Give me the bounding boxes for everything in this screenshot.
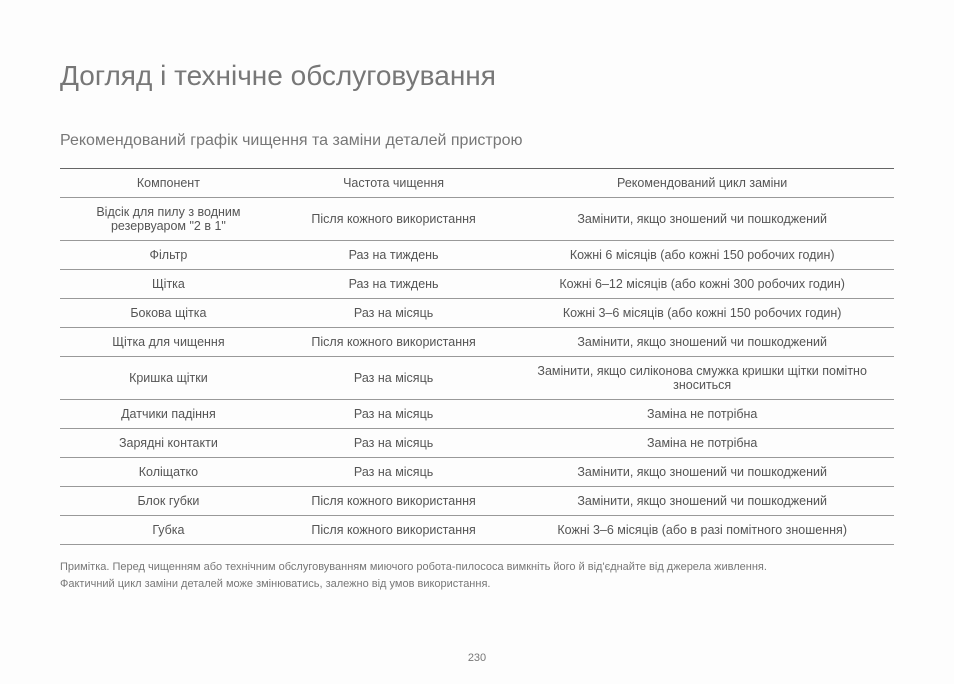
cell-replace: Замінити, якщо зношений чи пошкоджений: [510, 198, 894, 241]
cell-replace: Кожні 6–12 місяців (або кожні 300 робочи…: [510, 270, 894, 299]
table-header-row: Компонент Частота чищення Рекомендований…: [60, 169, 894, 198]
cell-component: Фільтр: [60, 241, 277, 270]
cell-component: Відсік для пилу з водним резервуаром "2 …: [60, 198, 277, 241]
cell-frequency: Після кожного використання: [277, 487, 511, 516]
col-header-frequency: Частота чищення: [277, 169, 511, 198]
cell-frequency: Після кожного використання: [277, 516, 511, 545]
footnote-line: Примітка. Перед чищенням або технічним о…: [60, 559, 894, 576]
cell-component: Щітка: [60, 270, 277, 299]
cell-frequency: Раз на місяць: [277, 357, 511, 400]
cell-frequency: Раз на місяць: [277, 400, 511, 429]
cell-replace: Кожні 3–6 місяців (або в разі помітного …: [510, 516, 894, 545]
cell-replace: Кожні 6 місяців (або кожні 150 робочих г…: [510, 241, 894, 270]
cell-replace: Замінити, якщо зношений чи пошкоджений: [510, 458, 894, 487]
footnote: Примітка. Перед чищенням або технічним о…: [60, 559, 894, 592]
table-row: ФільтрРаз на тижденьКожні 6 місяців (або…: [60, 241, 894, 270]
table-body: Відсік для пилу з водним резервуаром "2 …: [60, 198, 894, 545]
cell-component: Коліщатко: [60, 458, 277, 487]
section-subtitle: Рекомендований графік чищення та заміни …: [60, 132, 894, 150]
footnote-line: Фактичний цикл заміни деталей може зміню…: [60, 576, 894, 593]
manual-page: Догляд і технічне обслуговування Рекомен…: [0, 0, 954, 684]
cell-frequency: Раз на місяць: [277, 299, 511, 328]
maintenance-table: Компонент Частота чищення Рекомендований…: [60, 168, 894, 545]
table-row: Датчики падінняРаз на місяцьЗаміна не по…: [60, 400, 894, 429]
cell-component: Кришка щітки: [60, 357, 277, 400]
cell-component: Губка: [60, 516, 277, 545]
cell-frequency: Раз на місяць: [277, 458, 511, 487]
page-number: 230: [0, 652, 954, 664]
table-row: Кришка щіткиРаз на місяцьЗамінити, якщо …: [60, 357, 894, 400]
table-row: Відсік для пилу з водним резервуаром "2 …: [60, 198, 894, 241]
cell-frequency: Після кожного використання: [277, 198, 511, 241]
table-row: ГубкаПісля кожного використанняКожні 3–6…: [60, 516, 894, 545]
cell-component: Датчики падіння: [60, 400, 277, 429]
table-row: ЩіткаРаз на тижденьКожні 6–12 місяців (а…: [60, 270, 894, 299]
cell-component: Щітка для чищення: [60, 328, 277, 357]
cell-replace: Заміна не потрібна: [510, 429, 894, 458]
cell-frequency: Раз на тиждень: [277, 270, 511, 299]
cell-replace: Кожні 3–6 місяців (або кожні 150 робочих…: [510, 299, 894, 328]
cell-replace: Заміна не потрібна: [510, 400, 894, 429]
table-row: Блок губкиПісля кожного використанняЗамі…: [60, 487, 894, 516]
cell-replace: Замінити, якщо силіконова смужка кришки …: [510, 357, 894, 400]
cell-frequency: Раз на тиждень: [277, 241, 511, 270]
cell-replace: Замінити, якщо зношений чи пошкоджений: [510, 328, 894, 357]
col-header-component: Компонент: [60, 169, 277, 198]
cell-component: Зарядні контакти: [60, 429, 277, 458]
table-row: Бокова щіткаРаз на місяцьКожні 3–6 місяц…: [60, 299, 894, 328]
cell-component: Бокова щітка: [60, 299, 277, 328]
cell-replace: Замінити, якщо зношений чи пошкоджений: [510, 487, 894, 516]
table-row: КоліщаткоРаз на місяцьЗамінити, якщо зно…: [60, 458, 894, 487]
page-title: Догляд і технічне обслуговування: [60, 60, 894, 92]
table-row: Щітка для чищенняПісля кожного використа…: [60, 328, 894, 357]
cell-frequency: Раз на місяць: [277, 429, 511, 458]
col-header-replace: Рекомендований цикл заміни: [510, 169, 894, 198]
table-row: Зарядні контактиРаз на місяцьЗаміна не п…: [60, 429, 894, 458]
cell-frequency: Після кожного використання: [277, 328, 511, 357]
cell-component: Блок губки: [60, 487, 277, 516]
